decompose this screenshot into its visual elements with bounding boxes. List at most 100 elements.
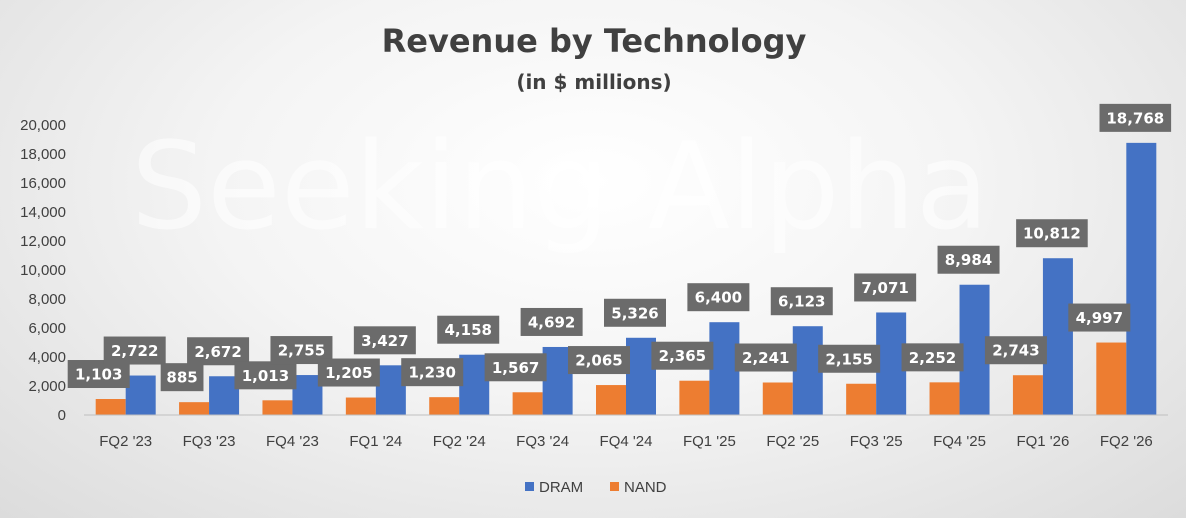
data-label-nand-box [1068,303,1131,332]
bar-nand [846,383,877,415]
bar-dram [709,322,740,415]
legend-swatch-nand [610,482,619,491]
bar-dram [125,375,156,415]
chart-title: Revenue by Technology [382,22,807,60]
data-label-dram-box [604,298,666,327]
y-tick-label: 14,000 [20,204,66,221]
data-label-dram-box [520,307,583,336]
watermark-logo: Seeking Alpha [131,118,989,257]
data-label-nand-box [317,358,380,387]
data-label-dram-box [687,283,750,312]
y-tick-label: 4,000 [28,349,66,366]
data-label-nand: 2,155 [825,350,872,368]
x-tick-label: FQ3 '24 [516,433,569,450]
legend-label-dram: DRAM [539,479,583,496]
data-label-dram: 18,768 [1106,109,1164,127]
data-label-nand-box [901,343,964,372]
data-label-dram: 7,071 [861,279,908,297]
bar-nand [512,392,543,415]
x-tick-label: FQ4 '23 [266,433,319,450]
data-label-nand-box [160,363,204,392]
data-label-dram: 10,812 [1023,225,1081,243]
data-label-nand-box [67,360,130,389]
data-label-nand: 885 [166,369,197,387]
data-label-nand: 1,567 [492,359,539,377]
bar-dram [292,375,323,415]
data-label-dram: 5,326 [611,304,658,322]
bars [95,142,1157,415]
y-tick-label: 2,000 [28,378,66,395]
data-label-dram-box [937,245,1000,274]
bar-dram [209,376,240,415]
data-label-dram-box [353,326,416,355]
data-label-dram-box [187,337,250,366]
data-label-dram-box [1099,103,1172,132]
bar-dram [375,365,406,415]
bar-dram [959,284,990,415]
legend: DRAM NAND [525,479,667,496]
bar-dram [792,326,823,415]
data-label-dram: 2,672 [194,343,241,361]
y-tick-label: 6,000 [28,320,66,337]
data-label-dram-box [854,273,917,302]
bar-nand [1096,342,1127,415]
data-label-nand: 2,365 [659,347,706,365]
y-tick-label: 12,000 [20,233,66,250]
y-tick-label: 8,000 [28,291,66,308]
bar-nand [596,385,626,415]
x-tick-label: FQ2 '24 [433,433,486,450]
x-tick-label: FQ4 '24 [600,433,653,450]
x-axis: FQ2 '23 FQ3 '23 FQ4 '23 FQ1 '24 FQ2 '24 FQ3 '… [84,414,1168,450]
bar-nand [95,399,126,415]
data-label-dram-box [103,336,166,365]
data-label-nand: 4,997 [1076,309,1123,327]
bar-nand [762,382,793,415]
x-tick-label: FQ3 '23 [183,433,236,450]
bar-nand [929,382,960,415]
data-label-nand: 2,241 [742,349,789,367]
bar-nand [429,397,460,415]
legend-swatch-dram [525,482,534,491]
data-label-dram-box [770,287,833,316]
bar-nand [262,400,293,415]
bar-nand [179,402,210,415]
bar-nand [1012,375,1043,415]
bar-dram [626,337,656,415]
data-label-nand: 2,743 [992,342,1039,360]
bar-dram [1126,142,1157,415]
data-label-nand-box [401,358,464,387]
x-tick-label: FQ1 '25 [683,433,736,450]
data-label-nand-box [734,343,797,372]
data-label-dram: 3,427 [361,332,408,350]
x-tick-label: FQ1 '26 [1016,433,1069,450]
data-label-dram: 6,400 [695,289,742,307]
data-label-dram: 4,692 [528,313,575,331]
data-label-dram-box [437,315,500,344]
data-label-nand: 2,252 [909,349,956,367]
x-tick-label: FQ2 '26 [1100,433,1153,450]
x-tick-label: FQ2 '23 [99,433,152,450]
data-label-dram: 2,755 [278,342,325,360]
bar-dram [1042,258,1073,415]
bar-nand [679,380,710,415]
data-label-dram: 2,722 [111,342,158,360]
data-label-dram: 8,984 [945,251,992,269]
bar-dram [459,354,490,415]
data-label-nand-box [651,341,714,370]
data-label-nand-box [818,344,881,373]
y-tick-label: 10,000 [20,262,66,279]
y-axis: 0 2,000 4,000 6,000 8,000 10,000 12,000 14,000 1… [20,117,66,424]
data-label-nand: 1,013 [242,367,289,385]
data-label-nand-box [568,346,630,375]
data-label-nand-box [984,336,1047,365]
data-label-nand-box [484,353,547,382]
data-label-dram: 6,123 [778,293,825,311]
y-tick-label: 18,000 [20,146,66,163]
x-tick-label: FQ3 '25 [850,433,903,450]
chart-subtitle: (in $ millions) [516,70,671,94]
bar-dram [876,312,907,415]
bar-dram [542,346,573,415]
data-label-nand: 2,065 [575,352,622,370]
y-tick-label: 20,000 [20,117,66,134]
